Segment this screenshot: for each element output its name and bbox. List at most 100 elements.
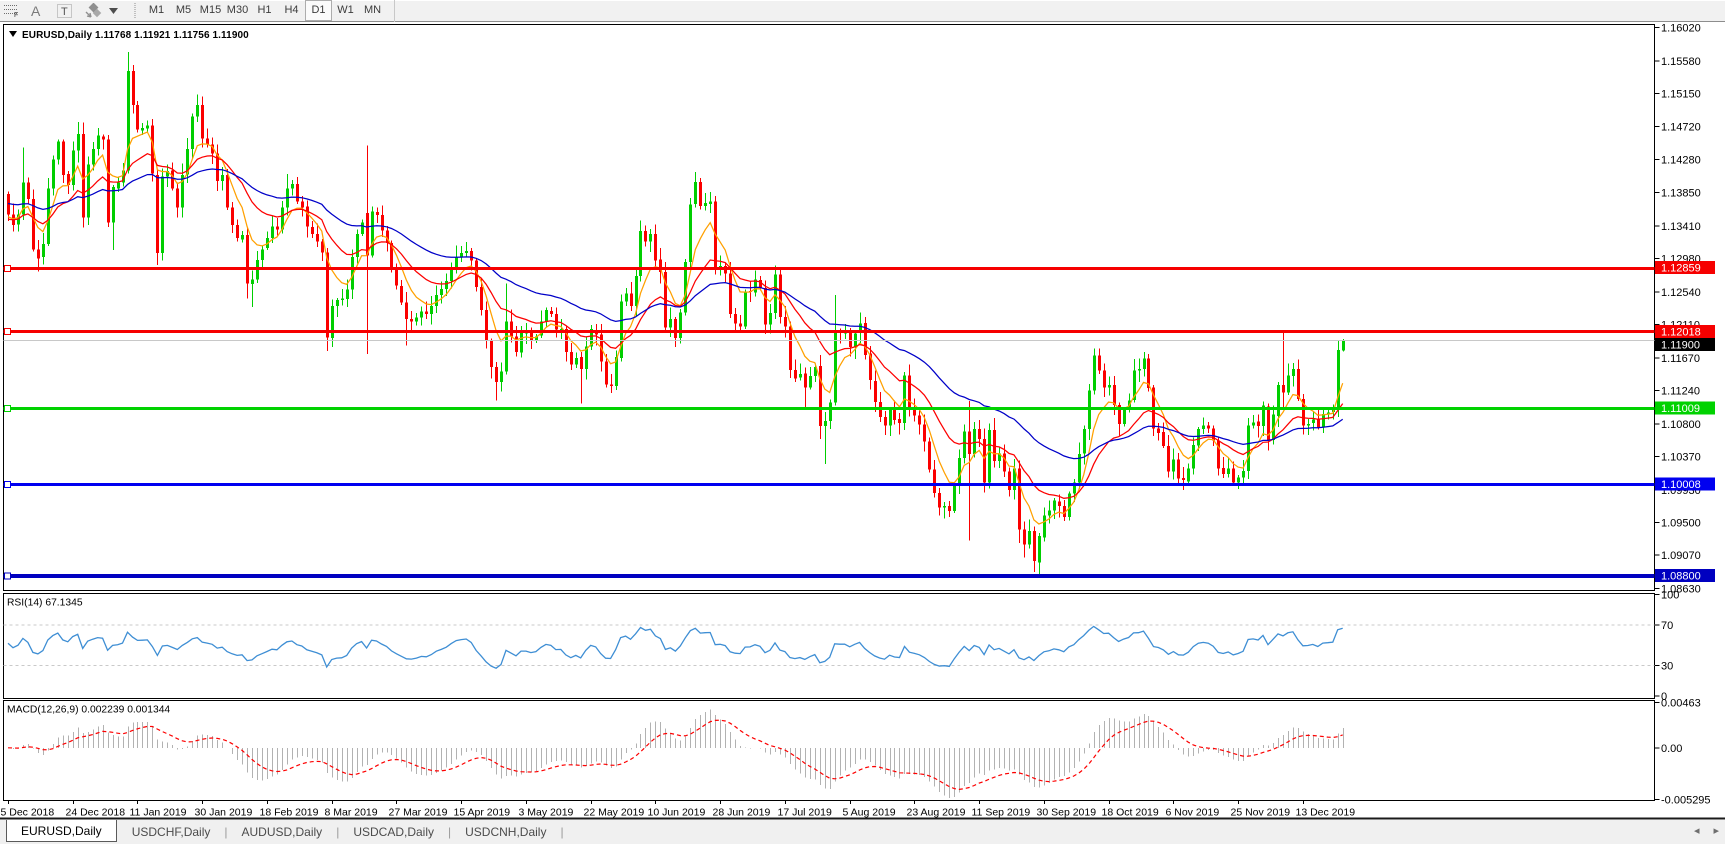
text-tool-icon[interactable]: T bbox=[54, 1, 74, 21]
time-tick-label: 13 Dec 2019 bbox=[1296, 807, 1356, 819]
time-tick-label: 30 Jan 2019 bbox=[195, 807, 253, 819]
timeframe-button-m30[interactable]: M30 bbox=[226, 4, 249, 16]
hline-support-blue-price-label-box bbox=[1655, 477, 1715, 491]
tab-scroll-left-icon[interactable]: ◂ bbox=[1693, 825, 1700, 837]
tabs-holder: EURUSD,Daily USDCHF,Daily | AUDUSD,Daily | US… bbox=[0, 820, 565, 844]
timeframe-button-m5[interactable]: M5 bbox=[175, 4, 192, 16]
price-axis[interactable]: 1.16020 1.15580 1.15150 1.14720 1.14280 1.138… bbox=[1654, 23, 1711, 807]
timeframe-button-m15[interactable]: M15 bbox=[199, 4, 222, 16]
hline-resistance-upper-handle[interactable] bbox=[3, 264, 12, 273]
hline-support-navy-price-label-box bbox=[1655, 569, 1715, 583]
hline-resistance-upper-price-label: 1.12859 bbox=[1655, 261, 1715, 275]
time-tick-label: 5 Dec 2018 bbox=[1, 807, 55, 819]
time-tick-label: 25 Nov 2019 bbox=[1231, 807, 1291, 819]
timeframe-button-m1[interactable]: M1 bbox=[148, 4, 165, 16]
hline-resistance-lower-handle[interactable] bbox=[3, 327, 12, 336]
rsi-tick-label: 70 bbox=[1661, 620, 1673, 632]
toolbar-end-separator bbox=[394, 0, 395, 22]
hline-resistance-lower-price-label-box bbox=[1655, 324, 1715, 338]
time-axis[interactable]: 5 Dec 2018 24 Dec 2018 11 Jan 2019 30 Jan 2… bbox=[1, 800, 1356, 819]
hline-support-green-price-label: 1.11009 bbox=[1655, 401, 1715, 415]
chart-tab-audusd[interactable]: AUDUSD,Daily bbox=[241, 825, 323, 839]
time-tick-label: 6 Nov 2019 bbox=[1166, 807, 1220, 819]
tab-scroll-right-icon[interactable]: ▸ bbox=[1713, 825, 1719, 837]
price-tick-label: 1.13410 bbox=[1661, 221, 1701, 233]
timeframe-button-d1[interactable]: D1 bbox=[305, 0, 332, 21]
timeframe-buttons: M1 M5 M15 M30 H1 H4 D1 W1 MN bbox=[143, 0, 386, 22]
fibonacci-tool-icon[interactable]: F bbox=[1, 1, 21, 21]
toolbar-separator bbox=[131, 2, 138, 19]
main-panel-frame bbox=[3, 24, 1655, 591]
rsi-label: RSI(14) 67.1345 bbox=[7, 598, 83, 609]
price-tick-label: 1.11240 bbox=[1661, 385, 1700, 397]
symbol-ohlc-header: EURUSD,Daily 1.11768 1.11921 1.11756 1.1… bbox=[22, 30, 249, 41]
time-tick-label: 11 Jan 2019 bbox=[130, 807, 187, 819]
tab-separator: | bbox=[224, 825, 228, 839]
chart-tab-usdchf[interactable]: USDCHF,Daily bbox=[131, 825, 211, 839]
price-tick-label: 1.09070 bbox=[1661, 550, 1701, 562]
rsi-panel-frame bbox=[3, 593, 1655, 699]
timeframe-button-h4[interactable]: H4 bbox=[284, 4, 299, 16]
chart-tab-eurusd[interactable]: EURUSD,Daily bbox=[6, 820, 117, 842]
ma-slow-line bbox=[7, 168, 1344, 460]
timeframe-button-h1[interactable]: H1 bbox=[257, 4, 272, 16]
tab-separator: | bbox=[336, 825, 340, 839]
hline-support-green-price-label-box bbox=[1655, 401, 1715, 415]
text-label-tool-icon[interactable]: A bbox=[26, 1, 46, 21]
time-tick-label: 18 Feb 2019 bbox=[260, 807, 319, 819]
time-tick-label: 30 Sep 2019 bbox=[1037, 807, 1097, 819]
tab-separator: | bbox=[448, 825, 452, 839]
price-tick-label: 1.15150 bbox=[1661, 89, 1701, 101]
price-tick-label: 1.08630 bbox=[1661, 584, 1701, 596]
rsi-tick-label: 30 bbox=[1661, 661, 1673, 673]
hline-resistance-lower-price-label: 1.12018 bbox=[1655, 324, 1715, 338]
time-tick-label: 23 Aug 2019 bbox=[907, 807, 966, 819]
chart-area: 1.16020 1.15580 1.15150 1.14720 1.14280 1.138… bbox=[0, 23, 1725, 820]
arrows-dropdown-icon[interactable] bbox=[106, 1, 120, 21]
price-tick-label: 1.13850 bbox=[1661, 187, 1701, 199]
rsi-line bbox=[7, 625, 1343, 669]
tab-separator: | bbox=[560, 825, 564, 839]
time-tick-label: 10 Jun 2019 bbox=[648, 807, 706, 819]
hline-support-green[interactable] bbox=[3, 404, 1655, 413]
hline-resistance-upper-price-label-text: 1.12859 bbox=[1661, 263, 1701, 275]
collapse-chart-icon[interactable] bbox=[9, 31, 17, 37]
arrows-tool-icon[interactable] bbox=[84, 1, 104, 21]
hline-support-blue[interactable] bbox=[3, 480, 1655, 489]
hline-support-green-handle[interactable] bbox=[3, 404, 12, 413]
hline-support-navy-handle[interactable] bbox=[3, 572, 12, 580]
hline-support-blue-price-label-text: 1.10008 bbox=[1661, 479, 1701, 491]
hline-resistance-upper[interactable] bbox=[3, 264, 1655, 273]
time-tick-label: 22 May 2019 bbox=[584, 807, 645, 819]
hline-support-navy[interactable] bbox=[3, 572, 1655, 580]
svg-text:T: T bbox=[61, 6, 68, 18]
hline-support-navy-price-label: 1.08800 bbox=[1655, 569, 1715, 583]
tab-scroll-buttons: ◂ ▸ bbox=[1694, 824, 1719, 837]
time-tick-label: 15 Apr 2019 bbox=[454, 807, 511, 819]
macd-tick-label: -0.005295 bbox=[1661, 795, 1711, 807]
rsi-tick-label: 0 bbox=[1661, 691, 1667, 703]
time-tick-label: 28 Jun 2019 bbox=[713, 807, 771, 819]
time-tick-label: 24 Dec 2018 bbox=[66, 807, 126, 819]
chart-tab-usdcad[interactable]: USDCAD,Daily bbox=[353, 825, 434, 839]
hline-support-navy-price-label-text: 1.08800 bbox=[1661, 571, 1701, 583]
chart-tabs: EURUSD,Daily USDCHF,Daily | AUDUSD,Daily | US… bbox=[0, 820, 1725, 844]
price-tick-label: 1.09500 bbox=[1661, 518, 1701, 530]
timeframe-button-mn[interactable]: MN bbox=[363, 4, 382, 16]
hline-support-blue-handle[interactable] bbox=[3, 480, 12, 489]
current-price-label-box bbox=[1655, 337, 1715, 351]
timeframe-button-w1[interactable]: W1 bbox=[337, 4, 354, 16]
price-tick-label: 1.10370 bbox=[1661, 451, 1701, 463]
macd-panel-frame bbox=[3, 700, 1655, 801]
toolbar: F A T M1 M5 M15 M30 H1 H4 D1 W1 MN bbox=[0, 0, 1725, 22]
time-tick-label: 8 Mar 2019 bbox=[325, 807, 378, 819]
price-tick-label: 1.10800 bbox=[1661, 419, 1701, 431]
time-tick-label: 18 Oct 2019 bbox=[1102, 807, 1159, 819]
hline-resistance-lower[interactable] bbox=[3, 327, 1655, 336]
chart-tab-usdcnh[interactable]: USDCNH,Daily bbox=[465, 825, 547, 839]
macd-tick-label: 0.00463 bbox=[1661, 698, 1701, 710]
macd-signal-line bbox=[7, 719, 1343, 791]
time-tick-label: 11 Sep 2019 bbox=[972, 807, 1031, 819]
macd-histogram bbox=[13, 709, 1344, 798]
price-tick-label: 1.11670 bbox=[1661, 353, 1700, 365]
